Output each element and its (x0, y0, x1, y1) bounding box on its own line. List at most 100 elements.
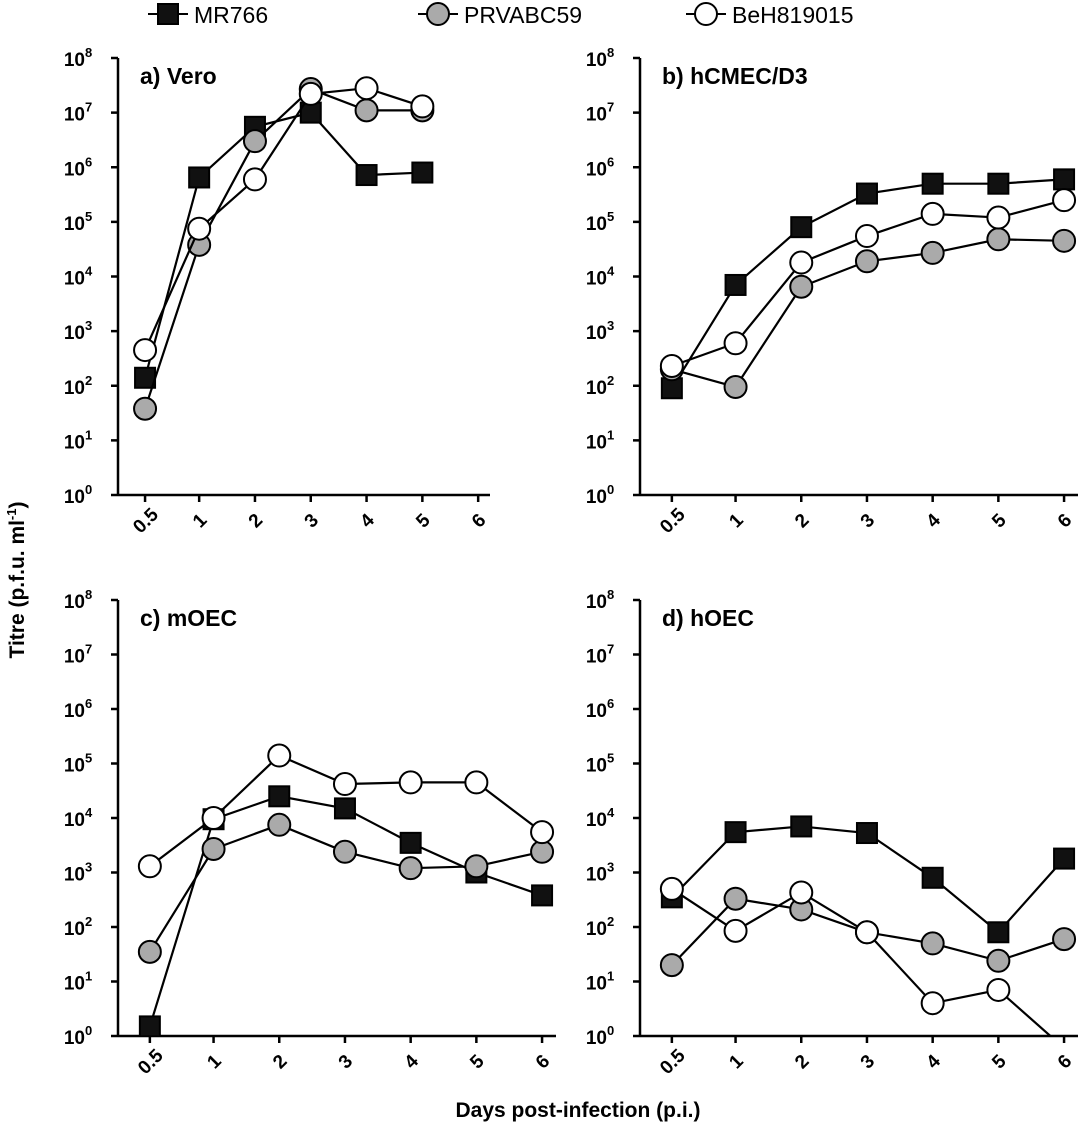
data-point-square (790, 815, 813, 838)
y-tick-label: 108 (586, 45, 614, 71)
data-point-circle (920, 991, 945, 1016)
data-point-circle (354, 76, 379, 101)
data-point-circle (659, 876, 684, 901)
series-mr766 (134, 101, 434, 389)
y-tick-exponent: 2 (85, 914, 92, 929)
series-prvabc59 (137, 812, 555, 964)
series-beh819015 (659, 876, 1053, 1036)
data-point-circle (201, 836, 226, 861)
y-tick-label: 100 (586, 482, 614, 508)
series-beh819015 (659, 188, 1077, 378)
y-tick-base: 10 (64, 487, 85, 508)
y-tick-base: 10 (64, 701, 85, 722)
y-tick-exponent: 7 (85, 642, 92, 657)
y-tick-base: 10 (586, 810, 607, 831)
y-tick-exponent: 6 (607, 696, 614, 711)
y-tick-base: 10 (64, 647, 85, 668)
series-beh819015 (137, 743, 555, 879)
y-tick-label: 107 (586, 100, 614, 126)
panel-title: a) Vero (140, 63, 217, 89)
data-point-circle (298, 81, 323, 106)
y-tick-label: 106 (64, 696, 92, 722)
y-tick-exponent: 0 (607, 482, 614, 497)
y-tick-base: 10 (64, 214, 85, 235)
data-point-circle (986, 227, 1011, 252)
x-tick-label: 2 (791, 1051, 813, 1073)
series-line (143, 111, 423, 379)
y-tick-exponent: 5 (85, 209, 92, 224)
data-point-square (411, 161, 434, 184)
x-tick-label: 3 (857, 1051, 879, 1073)
y-tick-exponent: 8 (85, 45, 92, 60)
data-point-square (268, 785, 291, 808)
y-tick-exponent: 1 (85, 427, 92, 442)
y-tick-exponent: 2 (607, 914, 614, 929)
data-point-circle (187, 216, 212, 241)
series-prvabc59 (659, 227, 1077, 399)
y-tick-base: 10 (586, 159, 607, 180)
y-tick-base: 10 (586, 105, 607, 126)
y-tick-label: 107 (64, 642, 92, 668)
y-tick-label: 103 (586, 860, 614, 886)
y-tick-base: 10 (586, 756, 607, 777)
data-point-circle (332, 839, 357, 864)
data-point-circle (659, 353, 684, 378)
legend-marker-square (157, 3, 179, 25)
y-tick-base: 10 (64, 159, 85, 180)
y-tick-exponent: 8 (607, 45, 614, 60)
y-tick-base: 10 (586, 1028, 607, 1049)
y-tick-base: 10 (64, 105, 85, 126)
y-tick-base: 10 (586, 701, 607, 722)
x-tick-label: 6 (532, 1051, 554, 1073)
y-tick-base: 10 (586, 214, 607, 235)
data-point-square (855, 182, 878, 205)
y-tick-exponent: 5 (607, 209, 614, 224)
x-tick-label: 5 (988, 1051, 1011, 1074)
data-point-square (987, 172, 1010, 195)
y-tick-base: 10 (64, 592, 85, 613)
y-tick-exponent: 0 (85, 1023, 92, 1038)
data-point-circle (530, 820, 555, 845)
x-tick-label: 4 (923, 510, 946, 533)
y-tick-exponent: 7 (607, 642, 614, 657)
y-tick-base: 10 (586, 378, 607, 399)
data-point-circle (789, 250, 814, 275)
y-tick-exponent: 0 (85, 482, 92, 497)
y-tick-label: 100 (586, 1023, 614, 1049)
x-tick-label: 0.5 (129, 504, 163, 538)
y-tick-base: 10 (586, 865, 607, 886)
x-tick-label: 0.5 (134, 1045, 168, 1079)
y-tick-exponent: 8 (85, 587, 92, 602)
series-beh819015 (133, 76, 435, 363)
y-tick-base: 10 (64, 323, 85, 344)
data-point-circle (723, 331, 748, 356)
data-point-square (1053, 168, 1076, 191)
data-point-circle (854, 224, 879, 249)
data-point-square (921, 172, 944, 195)
data-point-circle (267, 812, 292, 837)
x-tick-label: 3 (301, 510, 323, 532)
data-point-circle (723, 886, 748, 911)
y-tick-label: 104 (64, 264, 93, 290)
y-tick-label: 108 (64, 45, 92, 71)
y-tick-exponent: 8 (607, 587, 614, 602)
data-point-circle (986, 977, 1011, 1002)
data-point-circle (137, 854, 162, 879)
data-point-circle (789, 880, 814, 905)
y-tick-exponent: 3 (607, 318, 614, 333)
data-point-circle (133, 338, 158, 363)
y-tick-label: 101 (586, 427, 614, 453)
y-tick-exponent: 2 (607, 373, 614, 388)
y-tick-label: 106 (586, 154, 614, 180)
y-tick-label: 105 (586, 751, 614, 777)
y-tick-exponent: 0 (607, 1023, 614, 1038)
x-tick-label: 4 (356, 510, 379, 533)
data-point-square (138, 1015, 161, 1036)
data-point-circle (133, 396, 158, 421)
y-tick-label: 104 (586, 805, 615, 831)
legend-item-mr766: MR766 (148, 2, 268, 28)
y-tick-base: 10 (64, 378, 85, 399)
